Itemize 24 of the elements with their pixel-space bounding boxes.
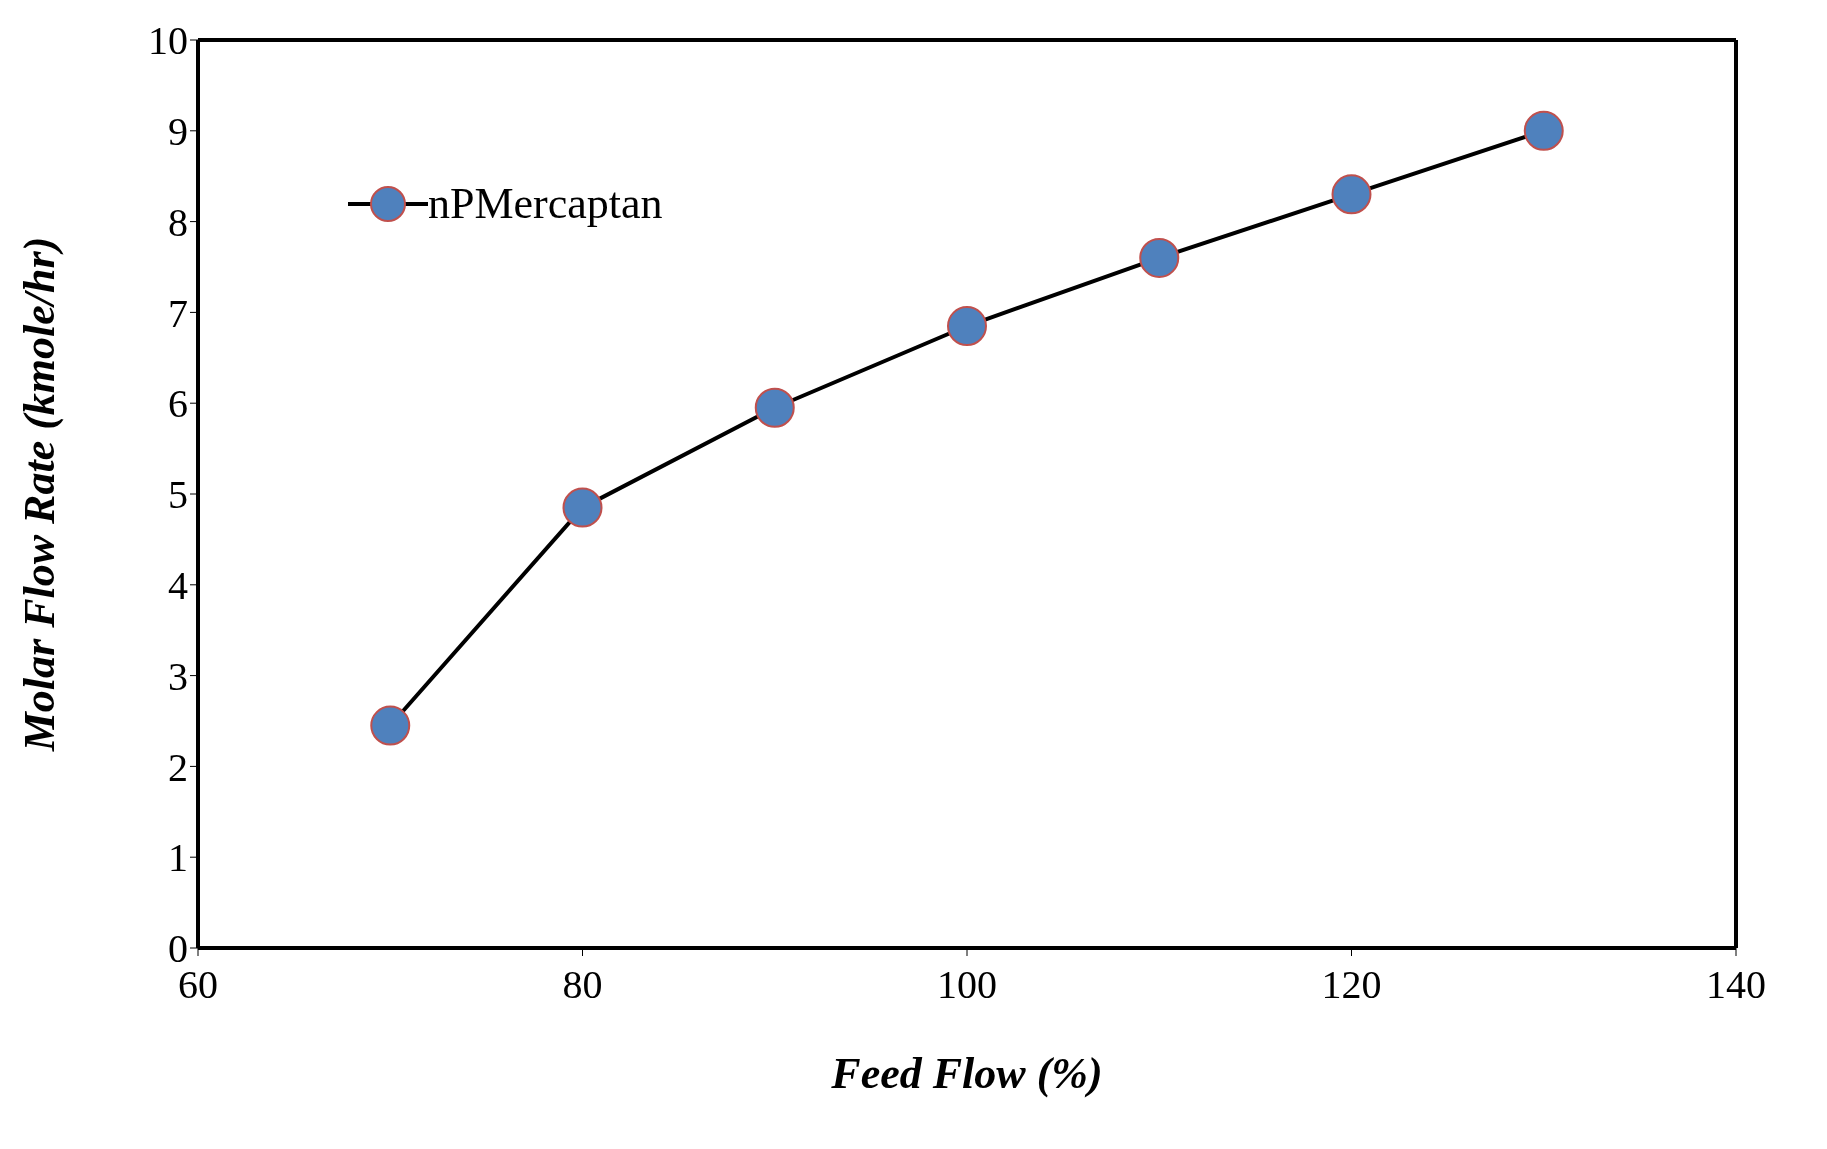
- y-tick-label: 3: [168, 653, 188, 699]
- y-tick-label: 7: [168, 290, 188, 336]
- y-tick-label: 2: [168, 744, 188, 790]
- x-tick-label: 80: [562, 962, 603, 1008]
- y-tick-label: 1: [168, 835, 188, 881]
- point: [562, 487, 603, 528]
- x-tick-label: 140: [1706, 962, 1766, 1008]
- y-tick-label: 9: [168, 109, 188, 154]
- y-tick-label: 4: [168, 563, 188, 608]
- y-tick-label: 8: [168, 199, 188, 245]
- y-axis-title: Molar Flow Rate (kmole/hr): [14, 236, 64, 753]
- y-tick-label: 10: [148, 18, 188, 64]
- x-tick-label: 120: [1321, 962, 1382, 1008]
- y-tick-label: 6: [168, 381, 188, 427]
- y-tick-label: 5: [168, 472, 188, 518]
- legend-label: nPMercaptan: [428, 178, 663, 229]
- point: [947, 306, 987, 347]
- point: [370, 705, 411, 746]
- point: [1523, 110, 1564, 151]
- x-tick-label: 100: [937, 962, 997, 1008]
- point: [1331, 174, 1372, 215]
- point: [1139, 237, 1180, 278]
- point: [754, 387, 795, 428]
- x-axis-title: Feed Flow (%): [830, 1049, 1103, 1098]
